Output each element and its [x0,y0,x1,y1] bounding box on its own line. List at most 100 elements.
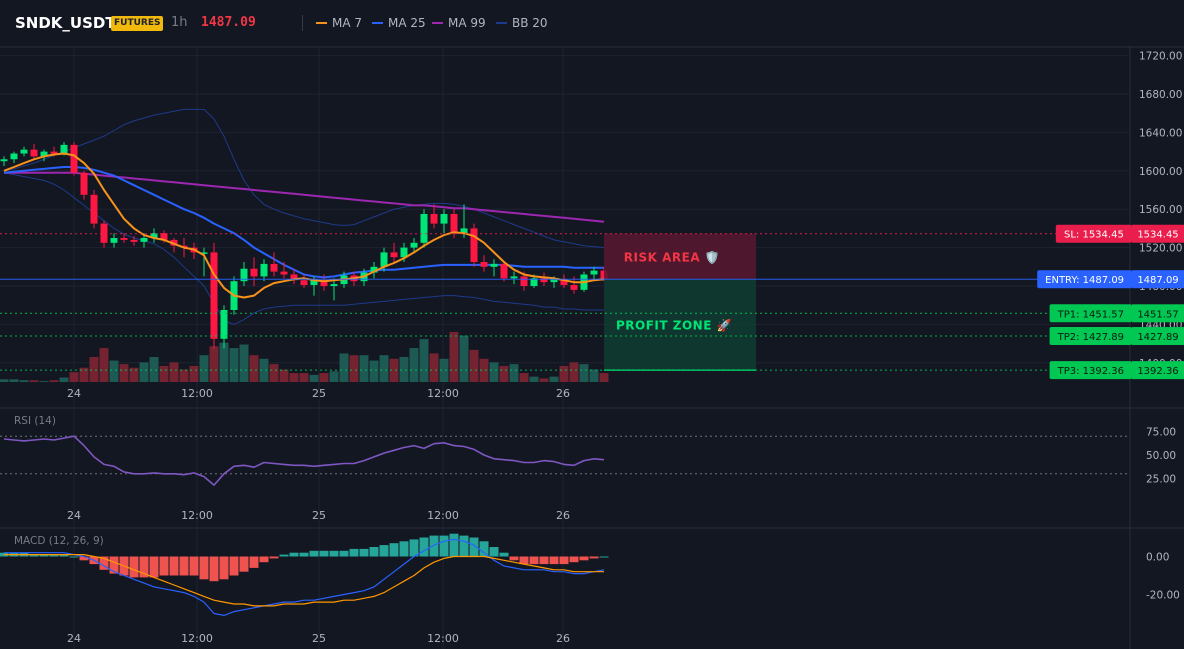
volume-bar [179,369,189,382]
macd-histogram-bar [309,550,319,557]
rsi-pane[interactable]: RSI (14) [0,415,1130,486]
last-price: 1487.09 [201,15,256,30]
volume-bar [79,367,89,382]
stop-loss-tag-bg [1055,224,1132,243]
bb-lower-line [3,172,604,325]
candle-body [130,239,138,242]
candle-body [270,263,278,272]
take-profit-1-tag-text: TP1: 1451.57 [1057,309,1124,320]
macd-pane[interactable]: MACD (12, 26, 9) [0,533,609,617]
macd-histogram-bar [69,556,79,558]
take-profit-1-axis-text: 1451.57 [1137,309,1178,320]
candle-body [20,149,28,154]
macd-histogram-bar [219,556,229,580]
macd-histogram-bar [399,541,409,557]
volume-bar [559,365,569,382]
macd-histogram-bar [199,556,209,580]
macd-histogram-bar [29,554,39,557]
interval-selector[interactable]: 1h [171,15,188,30]
macd-histogram-bar [589,556,599,559]
volume-bar [439,358,449,382]
legend-bb20[interactable]: BB 20 [496,0,548,46]
volume-bar [469,349,479,382]
ma99-line [4,171,605,223]
entry-axis-bg [1132,270,1184,289]
legend-ma99[interactable]: MA 99 [432,0,486,46]
volume-bar [159,365,169,382]
macd-histogram-bar [369,547,379,557]
candle-body [160,233,168,240]
macd-histogram-bar [39,554,49,557]
stop-loss-tag-text: SL: 1534.45 [1064,230,1124,241]
time-label: 25 [312,387,326,400]
volume-bar [569,362,579,382]
chart-grid [0,46,1184,649]
candle-body [500,263,508,279]
header-divider [302,15,303,31]
time-label: 25 [312,509,326,522]
candle-body [420,214,428,243]
volume-bar [289,373,299,382]
volume-bar [109,360,119,382]
candle-body [290,274,298,281]
time-label: 12:00 [181,387,213,400]
volume-bar [409,348,419,382]
volume-bar [189,365,199,382]
macd-histogram-bar [189,556,199,576]
trading-chart[interactable]: RISK AREA 🛡️ PROFIT ZONE 🚀 RSI (14) MACD … [0,46,1184,649]
macd-line [4,538,605,617]
volume-bar [29,380,39,382]
volume-bar [129,367,139,382]
macd-histogram-bar [489,547,499,557]
entry-tag: ENTRY: 1487.09 1487.09 [1037,270,1184,289]
legend-label-bb20: BB 20 [512,16,548,30]
volume-bar [39,381,49,382]
macd-tick-label: 0.00 [1146,552,1169,564]
macd-histogram-bar [339,550,349,557]
legend-ma25[interactable]: MA 25 [372,0,426,46]
volume-bar [249,355,259,382]
volume-bar [89,357,99,382]
macd-histogram-bar [379,545,389,557]
legend-label-ma99: MA 99 [448,16,486,30]
candle-body [380,252,388,267]
volume-bar [209,346,219,382]
take-profit-3-tag-bg [1049,361,1132,380]
macd-histogram-bar [439,535,449,557]
symbol-name[interactable]: SNDK_USDT [15,14,116,32]
volume-bar [459,335,469,382]
volume-bar [549,376,559,382]
macd-histogram-bar [229,556,239,576]
candle-body [540,278,548,283]
volume-bar [519,373,529,382]
candle-body [140,238,148,242]
candle-body [530,278,538,286]
volume-bar [59,377,69,382]
candle-body [490,263,498,267]
time-label: 12:00 [427,509,459,522]
macd-histogram-bar [519,556,529,565]
legend-swatch-ma99 [432,21,443,24]
take-profit-3-tag-text: TP3: 1392.36 [1057,366,1124,377]
macd-histogram-bar [159,556,169,576]
candle-body [410,242,418,248]
risk-zone [604,233,756,280]
candle-body [0,159,8,162]
volume-bar [589,369,599,382]
volume-bar [9,379,19,382]
time-label: 26 [556,509,570,522]
take-profit-2-tag-text: TP2: 1427.89 [1057,332,1124,343]
candle-body [90,194,98,224]
stop-loss-axis-bg [1132,224,1184,243]
macd-histogram-bar [239,556,249,572]
legend-ma7[interactable]: MA 7 [316,0,362,46]
price-pane[interactable]: RISK AREA 🛡️ PROFIT ZONE 🚀 [0,108,1130,382]
macd-histogram-bar [289,552,299,557]
profit-zone [604,279,756,371]
volume-bar [119,364,129,382]
macd-histogram-bar [459,535,469,557]
volume-bar [489,362,499,382]
take-profit-3-axis-text: 1392.36 [1137,366,1178,377]
candle-body [460,228,468,234]
macd-histogram-bar [569,556,579,563]
